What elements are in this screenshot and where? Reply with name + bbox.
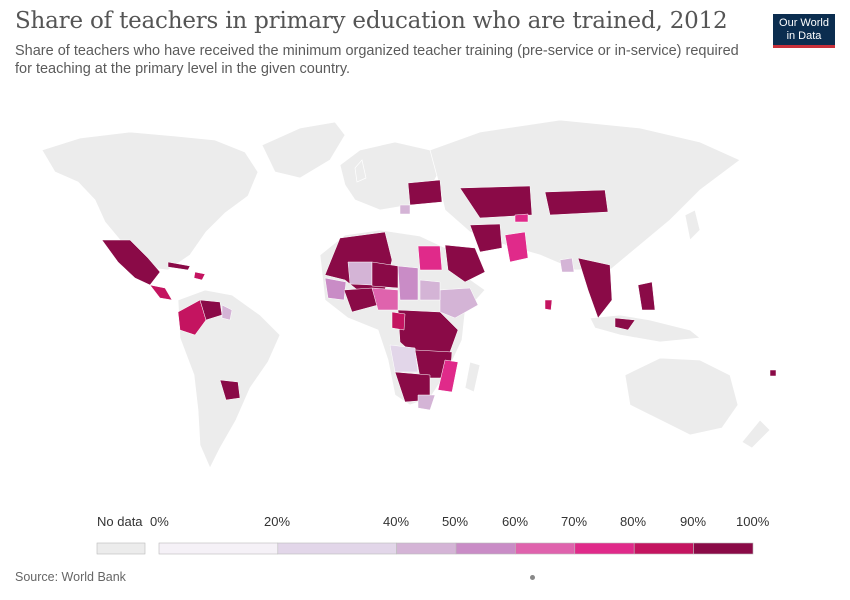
east-timor-region[interactable] <box>614 317 636 331</box>
angola[interactable] <box>389 344 419 373</box>
legend-bin-80-90[interactable] <box>633 542 694 555</box>
legend-bin-0-20[interactable] <box>158 542 279 555</box>
pakistan[interactable] <box>504 231 529 263</box>
cuba[interactable] <box>167 261 191 271</box>
serbia-region[interactable] <box>399 204 411 215</box>
legend-bin-90-100[interactable] <box>693 542 754 555</box>
legend-tick-40: 40% <box>383 514 410 529</box>
myanmar-thailand[interactable] <box>577 257 613 319</box>
legend-tick-50: 50% <box>442 514 469 529</box>
central-america[interactable] <box>149 284 173 301</box>
owid-logo[interactable]: Our World in Data <box>773 14 835 48</box>
south-africa[interactable] <box>417 394 436 411</box>
kazakhstan[interactable] <box>459 185 533 219</box>
legend-tick-90: 90% <box>680 514 707 529</box>
legend-bin-40-50[interactable] <box>396 542 457 555</box>
south-america[interactable] <box>177 289 281 469</box>
map-data-countries <box>101 179 777 411</box>
logo-line-1: Our World <box>779 17 829 29</box>
sudan-region[interactable] <box>419 279 441 301</box>
new-zealand[interactable] <box>741 419 771 449</box>
japan[interactable] <box>684 209 701 241</box>
logo-line-2: in Data <box>786 30 822 42</box>
paraguay[interactable] <box>219 379 241 401</box>
cameroon[interactable] <box>391 311 406 331</box>
iran[interactable] <box>469 223 503 253</box>
legend-tick-60: 60% <box>502 514 529 529</box>
legend-tick-100: 100% <box>736 514 770 529</box>
sri-lanka[interactable] <box>544 299 553 311</box>
source-note: Source: World Bank <box>15 570 126 584</box>
dominican-republic[interactable] <box>193 271 206 281</box>
legend <box>96 542 754 555</box>
chad[interactable] <box>397 265 419 301</box>
mongolia[interactable] <box>544 189 609 216</box>
chart-title: Share of teachers in primary education w… <box>15 8 728 34</box>
north-america[interactable] <box>41 131 259 271</box>
guyana[interactable] <box>221 304 233 321</box>
pacific-island[interactable] <box>769 369 777 377</box>
greenland[interactable] <box>261 121 346 179</box>
saudi-arabia[interactable] <box>444 244 486 283</box>
mali[interactable] <box>347 261 373 286</box>
chart-subtitle: Share of teachers who have received the … <box>15 43 739 77</box>
kyrgyzstan[interactable] <box>514 213 529 223</box>
niger[interactable] <box>371 261 399 289</box>
timeline-dot[interactable] <box>530 575 535 580</box>
uk[interactable] <box>354 159 367 183</box>
india-region[interactable] <box>559 257 575 273</box>
legend-tick-70: 70% <box>561 514 588 529</box>
mexico[interactable] <box>101 239 161 286</box>
ethiopia[interactable] <box>439 287 479 319</box>
legend-tick-0: 0% <box>150 514 169 529</box>
mozambique[interactable] <box>437 359 459 393</box>
legend-bin-20-40[interactable] <box>277 542 397 555</box>
legend-no-data-swatch[interactable] <box>96 542 146 555</box>
legend-bin-60-70[interactable] <box>515 542 576 555</box>
colombia[interactable] <box>177 299 207 336</box>
indonesia[interactable] <box>589 314 701 343</box>
madagascar[interactable] <box>464 361 481 393</box>
ukraine[interactable] <box>407 179 443 206</box>
legend-tick-20: 20% <box>264 514 291 529</box>
legend-bin-50-60[interactable] <box>455 542 516 555</box>
senegal-guinea[interactable] <box>324 277 347 301</box>
philippines[interactable] <box>637 281 656 311</box>
australia[interactable] <box>624 357 739 436</box>
egypt[interactable] <box>417 245 443 271</box>
legend-bin-70-80[interactable] <box>574 542 635 555</box>
legend-no-data-label: No data <box>97 514 143 529</box>
legend-tick-80: 80% <box>620 514 647 529</box>
